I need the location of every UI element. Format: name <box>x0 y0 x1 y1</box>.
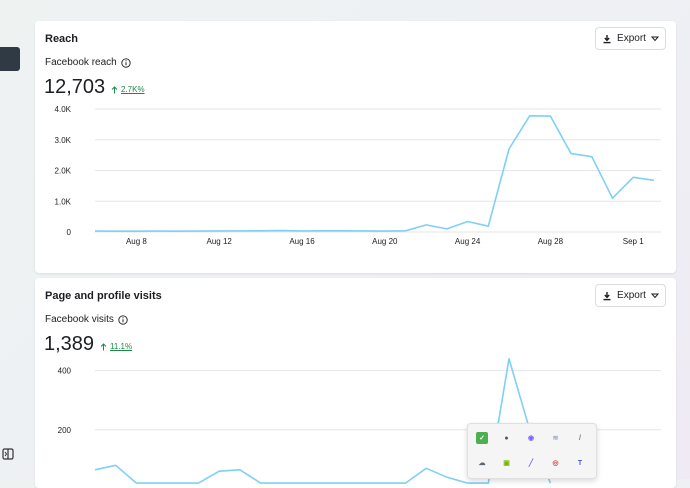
app-icon[interactable]: ≋ <box>552 435 559 442</box>
visits-y-tick-label: 400 <box>58 367 72 376</box>
arrow-up-icon <box>100 342 107 350</box>
reach-x-tick-label: Aug 20 <box>372 237 398 246</box>
reach-x-tick-label: Aug 12 <box>207 237 233 246</box>
reach-y-tick-label: 2.0K <box>55 167 72 176</box>
chrome-icon[interactable]: ◎ <box>552 460 559 467</box>
system-tray-overflow-popup: ✓ ● ◉ ≋ / ☁ ▣ ╱ ◎ T <box>467 423 597 479</box>
reach-metric-text: Facebook reach <box>45 57 117 68</box>
onedrive-icon[interactable]: ☁ <box>478 460 486 467</box>
reach-x-tick-label: Aug 28 <box>538 237 564 246</box>
chevron-down-icon <box>650 293 659 298</box>
download-icon <box>603 34 611 43</box>
visits-change-value: 11.1% <box>110 342 133 351</box>
export-label: Export <box>617 33 646 44</box>
sidebar-collapsed-tab[interactable] <box>0 47 20 71</box>
reach-y-tick-label: 1.0K <box>55 197 72 206</box>
visits-y-tick-label: 200 <box>58 426 72 435</box>
reach-y-tick-label: 0 <box>67 228 72 237</box>
reach-change-value: 2.7K% <box>121 85 145 94</box>
reach-title: Reach <box>45 33 79 45</box>
chevron-down-icon <box>650 36 659 41</box>
visits-metric-text: Facebook visits <box>45 314 114 325</box>
visits-metric-label: Facebook visits <box>45 314 128 325</box>
reach-value: 12,703 <box>44 76 106 98</box>
visits-change[interactable]: 11.1% <box>100 342 132 351</box>
arrow-up-icon <box>111 85 118 93</box>
panel-toggle-icon[interactable] <box>2 448 14 460</box>
reach-x-tick-label: Aug 24 <box>455 237 481 246</box>
info-icon[interactable] <box>121 57 131 68</box>
reach-line-chart: 4.0K 3.0K 2.0K 1.0K 0 Aug 8 Aug 12 Aug 16 Aug 20… <box>55 105 661 246</box>
pen-tool-icon[interactable]: / <box>579 434 581 442</box>
reach-x-tick-label: Aug 16 <box>289 237 315 246</box>
reach-change[interactable]: 2.7K% <box>111 85 145 94</box>
visits-value: 1,389 <box>44 333 95 355</box>
reach-metric-label: Facebook reach <box>45 57 131 68</box>
cloud-app-icon[interactable]: ● <box>504 434 509 442</box>
export-label: Export <box>617 290 646 301</box>
nvidia-icon[interactable]: ▣ <box>503 460 510 467</box>
reach-y-tick-label: 3.0K <box>55 136 72 145</box>
teams-icon[interactable]: T <box>577 459 583 467</box>
visits-title: Page and profile visits <box>45 290 162 302</box>
download-icon <box>603 291 611 300</box>
shield-check-icon[interactable]: ✓ <box>476 432 488 444</box>
reach-card: Reach Export Facebook reach 12,703 2.7K%… <box>35 21 676 273</box>
reach-x-tick-label: Sep 1 <box>623 237 644 246</box>
reach-y-tick-label: 4.0K <box>55 105 72 114</box>
stylus-icon[interactable]: ╱ <box>528 460 534 467</box>
reach-export-button[interactable]: Export <box>595 27 666 50</box>
info-icon[interactable] <box>118 314 128 325</box>
reach-series-line <box>94 115 655 232</box>
reach-x-tick-label: Aug 8 <box>126 237 147 246</box>
messenger-icon[interactable]: ◉ <box>527 435 535 442</box>
visits-export-button[interactable]: Export <box>595 284 666 307</box>
